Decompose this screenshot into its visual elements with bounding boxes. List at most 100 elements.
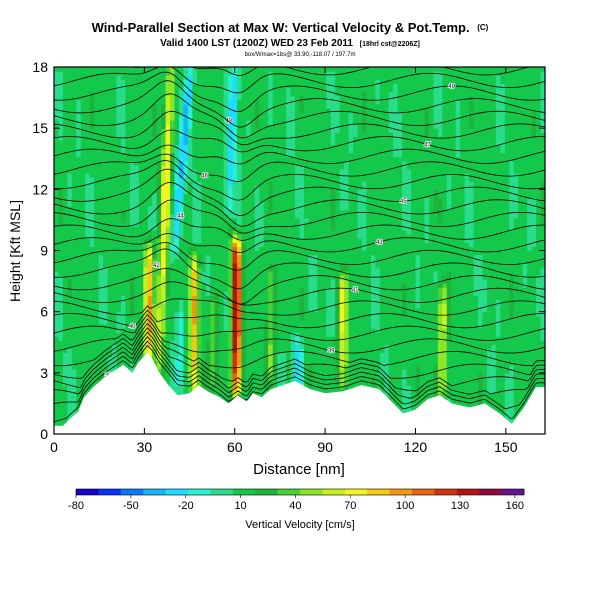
w-cell bbox=[94, 140, 100, 146]
w-cell bbox=[268, 336, 274, 341]
w-cell bbox=[286, 336, 292, 341]
w-cell bbox=[129, 205, 135, 211]
w-cell bbox=[295, 148, 301, 154]
w-cell bbox=[268, 177, 274, 182]
w-cell bbox=[223, 221, 229, 227]
w-cell bbox=[290, 348, 296, 354]
w-cell bbox=[214, 299, 220, 305]
w-cell bbox=[76, 299, 82, 305]
w-cell bbox=[125, 148, 131, 154]
w-cell bbox=[89, 75, 95, 80]
w-cell bbox=[268, 254, 274, 260]
w-cell bbox=[129, 83, 135, 88]
w-cell bbox=[192, 217, 198, 223]
w-cell bbox=[214, 144, 220, 150]
w-cell bbox=[214, 164, 220, 170]
w-cell bbox=[80, 303, 86, 309]
w-cell bbox=[112, 262, 118, 268]
w-cell bbox=[120, 181, 127, 186]
w-cell bbox=[125, 266, 131, 272]
w-cell bbox=[210, 279, 216, 284]
w-cell bbox=[165, 291, 171, 296]
w-cell bbox=[259, 340, 265, 345]
w-cell bbox=[245, 287, 251, 292]
w-cell bbox=[254, 380, 260, 386]
w-cell bbox=[67, 128, 73, 133]
w-cell bbox=[268, 226, 274, 231]
w-cell bbox=[272, 120, 278, 125]
w-cell bbox=[152, 226, 158, 231]
w-cell bbox=[161, 120, 167, 125]
w-cell bbox=[62, 95, 68, 101]
w-cell bbox=[277, 368, 283, 374]
w-cell bbox=[125, 217, 131, 223]
w-cell bbox=[165, 107, 171, 113]
w-cell bbox=[107, 213, 113, 219]
w-cell bbox=[125, 124, 131, 129]
w-cell bbox=[107, 258, 113, 264]
w-cell bbox=[228, 99, 234, 105]
w-cell bbox=[58, 364, 64, 370]
w-cell bbox=[125, 327, 131, 333]
w-cell bbox=[183, 95, 189, 101]
w-cell bbox=[210, 71, 216, 76]
w-cell bbox=[147, 83, 153, 88]
w-cell bbox=[156, 209, 162, 215]
w-cell bbox=[196, 120, 202, 125]
w-cell bbox=[71, 205, 77, 211]
w-cell bbox=[138, 79, 144, 84]
w-cell bbox=[174, 283, 180, 288]
w-cell bbox=[67, 144, 73, 150]
w-cell bbox=[187, 197, 193, 203]
w-cell bbox=[187, 185, 193, 190]
w-cell bbox=[143, 242, 149, 248]
w-cell bbox=[89, 197, 95, 203]
w-cell bbox=[268, 124, 274, 129]
w-cell bbox=[67, 140, 73, 146]
w-cell bbox=[120, 234, 127, 239]
w-cell bbox=[116, 160, 122, 166]
w-cell bbox=[245, 217, 251, 223]
w-cell bbox=[210, 144, 216, 150]
w-cell bbox=[107, 246, 113, 252]
w-cell bbox=[120, 168, 127, 174]
w-cell bbox=[201, 364, 207, 370]
w-cell bbox=[259, 315, 265, 321]
w-cell bbox=[58, 352, 64, 358]
w-cell bbox=[89, 234, 95, 239]
w-cell bbox=[174, 356, 180, 362]
w-cell bbox=[76, 209, 82, 215]
w-cell bbox=[147, 99, 153, 105]
w-cell bbox=[85, 181, 91, 186]
w-cell bbox=[219, 152, 225, 158]
w-cell bbox=[103, 213, 109, 219]
w-cell bbox=[272, 364, 278, 370]
w-cell bbox=[174, 315, 180, 321]
w-cell bbox=[116, 107, 122, 113]
w-cell bbox=[259, 193, 265, 199]
w-cell bbox=[94, 221, 100, 227]
w-cell bbox=[228, 315, 234, 321]
w-cell bbox=[174, 299, 180, 305]
w-cell bbox=[54, 368, 60, 374]
w-cell bbox=[174, 352, 180, 358]
w-cell bbox=[98, 372, 104, 378]
w-cell bbox=[228, 246, 234, 252]
w-cell bbox=[254, 115, 260, 121]
w-cell bbox=[94, 283, 100, 288]
w-cell bbox=[219, 372, 225, 378]
w-cell bbox=[58, 181, 64, 186]
w-cell bbox=[254, 197, 260, 203]
w-cell bbox=[165, 221, 171, 227]
w-cell bbox=[120, 83, 127, 88]
w-cell bbox=[152, 156, 158, 162]
w-cell bbox=[152, 213, 158, 219]
w-cell bbox=[94, 348, 100, 354]
w-cell bbox=[178, 107, 185, 113]
w-cell bbox=[80, 168, 86, 174]
w-cell bbox=[71, 132, 77, 137]
w-cell bbox=[232, 193, 238, 199]
w-cell bbox=[183, 238, 189, 243]
w-cell bbox=[259, 99, 265, 105]
w-cell bbox=[112, 164, 118, 170]
